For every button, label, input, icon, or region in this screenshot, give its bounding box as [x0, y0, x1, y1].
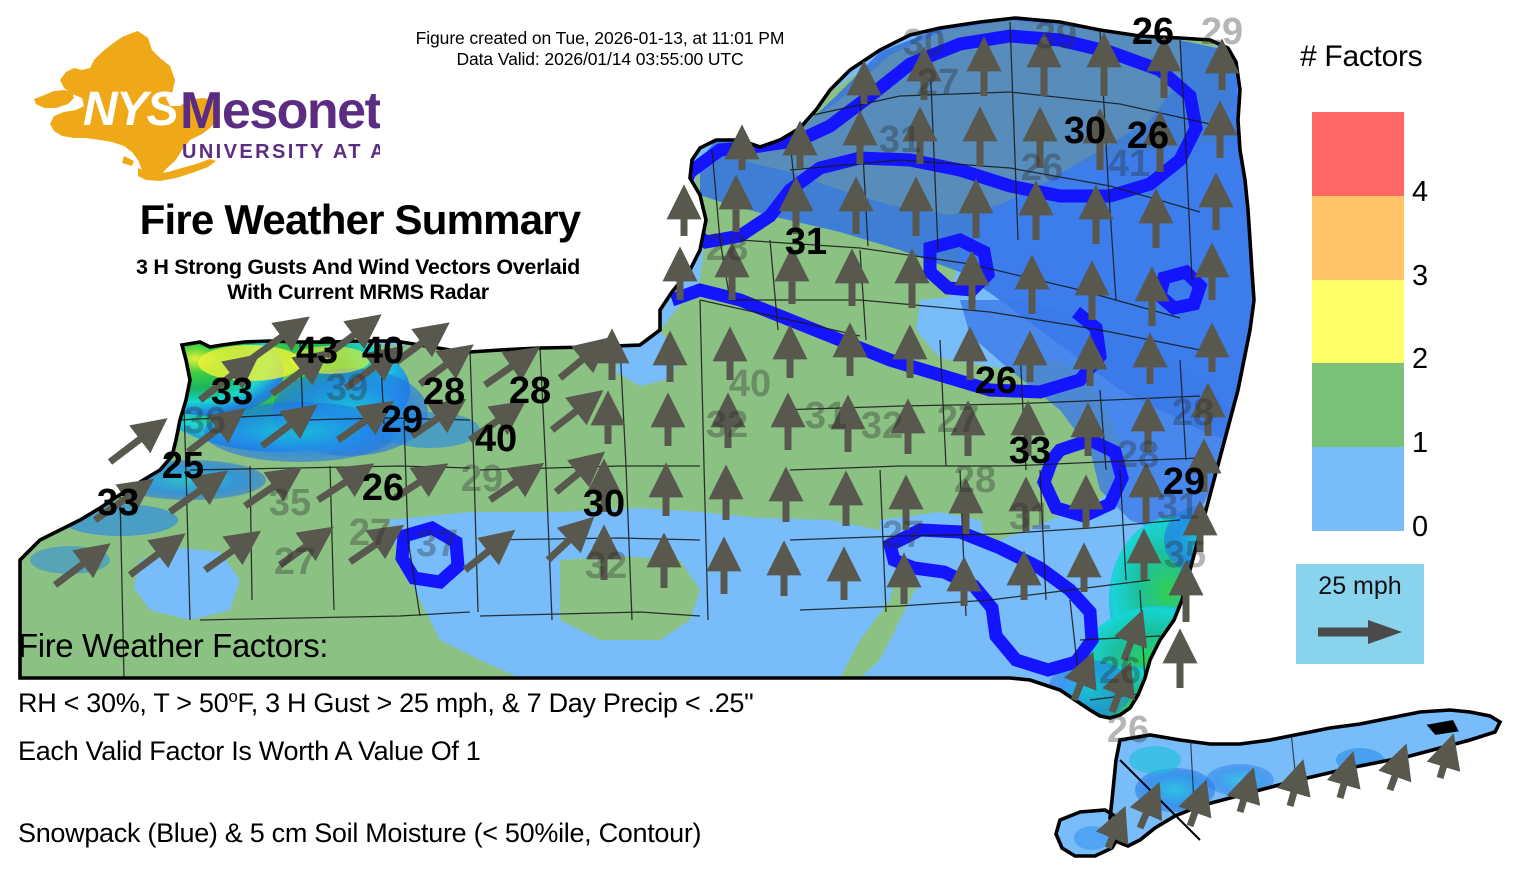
colorbar-tick-labels: 4 3 2 1 0 [1412, 112, 1472, 543]
data-valid-line: Data Valid: 2026/01/14 03:55:00 UTC [456, 49, 744, 69]
gust-label: 33 [211, 371, 253, 413]
gust-label: 30 [583, 483, 625, 525]
wind-vector-key: 25 mph [1296, 564, 1424, 664]
gust-label: 26 [362, 467, 404, 509]
gust-label: 27 [274, 541, 316, 583]
page-subtitle-line2: With Current MRMS Radar [227, 280, 489, 304]
page-subtitle: 3 H Strong Gusts And Wind Vectors Overla… [28, 255, 688, 305]
gust-label: 33 [97, 482, 139, 524]
gust-label: 32 [706, 404, 748, 446]
factors-colorbar [1312, 112, 1404, 531]
gust-label: 27 [917, 62, 959, 104]
gust-label: 26 [1107, 709, 1149, 751]
logo-state-silhouette [34, 31, 220, 181]
gust-label: 30 [1064, 110, 1106, 152]
logo-university-text: UNIVERSITY AT ALBANY [182, 141, 380, 163]
gust-label: 32 [861, 405, 903, 447]
gust-label: 35 [269, 482, 311, 524]
colorbar-band-4 [1312, 112, 1404, 196]
wind-vector-field [52, 32, 1461, 850]
factor-value-line: Each Valid Factor Is Worth A Value Of 1 [18, 736, 481, 766]
gust-label: 39 [1035, 15, 1077, 57]
gust-label: 33 [1009, 430, 1051, 472]
gust-label: 35 [1164, 534, 1206, 576]
gust-label: 26 [1132, 11, 1174, 53]
gust-label: 31 [785, 221, 827, 263]
nys-mesonet-logo: NYS Mesonet UNIVERSITY AT ALBANY [20, 28, 380, 183]
gust-label: 26 [1021, 147, 1063, 189]
gust-label: 27 [882, 514, 924, 556]
gust-label: 31 [805, 395, 847, 437]
gust-label: 28 [954, 459, 996, 501]
gust-label: 40 [362, 330, 404, 372]
logo-nys-text: NYS [83, 83, 179, 136]
colorbar-band-1 [1312, 363, 1404, 448]
gust-label: 29 [381, 399, 423, 441]
colorbar-tick-4: 4 [1412, 175, 1429, 208]
gust-label: 40 [729, 363, 771, 405]
colorbar-tick-3: 3 [1412, 259, 1429, 292]
gust-label: 31 [879, 119, 921, 161]
gust-label: 30 [903, 22, 945, 64]
gust-label: 43 [296, 330, 338, 372]
gust-label: 27 [349, 512, 391, 554]
page-title: Fire Weather Summary [139, 196, 582, 243]
criteria-post: F, 3 H Gust > 25 mph, & 7 Day Precip < .… [237, 688, 754, 718]
gust-label: 37 [416, 523, 458, 565]
gust-label: 25 [162, 445, 204, 487]
gust-label: 26 [1127, 115, 1169, 157]
degree-sup: o [228, 687, 238, 706]
gust-label: 29 [1201, 11, 1243, 53]
colorbar-tick-2: 2 [1412, 343, 1429, 376]
logo-mesonet-text: Mesonet [180, 82, 380, 140]
colorbar-tick-0: 0 [1412, 511, 1429, 543]
gust-label: 28 [423, 371, 465, 413]
gust-label: 41 [1108, 143, 1150, 185]
gust-label: 31 [1009, 496, 1051, 538]
gust-label: 29 [461, 458, 503, 500]
figure-created-line: Figure created on Tue, 2026-01-13, at 11… [415, 28, 785, 48]
gust-label: 28 [1117, 434, 1159, 476]
colorbar-title: # Factors [1300, 40, 1423, 73]
gust-label: 28 [509, 370, 551, 412]
figure-timestamp-block: Figure created on Tue, 2026-01-13, at 11… [330, 28, 870, 70]
gust-label: 26 [1099, 650, 1141, 692]
gust-label: 40 [475, 418, 517, 460]
colorbar-band-2 [1312, 279, 1404, 364]
gust-label: 29 [1163, 461, 1205, 503]
page-subtitle-line1: 3 H Strong Gusts And Wind Vectors Overla… [136, 255, 580, 279]
gust-label: 39 [326, 367, 368, 409]
criteria-line: RH < 30%, T > 50oF, 3 H Gust > 25 mph, &… [18, 687, 754, 719]
arrow-right-icon [1316, 616, 1406, 653]
fire-weather-factors-heading: Fire Weather Factors: [18, 627, 329, 664]
criteria-pre: RH < 30%, T > 50 [18, 688, 229, 718]
gust-label: 27 [937, 399, 979, 441]
colorbar-band-3 [1312, 195, 1404, 280]
gust-label: 31 [1157, 486, 1199, 528]
gust-label: 36 [184, 400, 226, 442]
colorbar-band-0 [1312, 447, 1404, 531]
gust-label: 26 [975, 360, 1017, 402]
gust-label: 28 [706, 227, 748, 269]
gust-label: 28 [1172, 392, 1214, 434]
colorbar-tick-1: 1 [1412, 427, 1429, 460]
snowpack-soil-line: Snowpack (Blue) & 5 cm Soil Moisture (< … [18, 818, 702, 848]
wind-key-label: 25 mph [1318, 572, 1402, 600]
gust-label: 32 [585, 545, 627, 587]
